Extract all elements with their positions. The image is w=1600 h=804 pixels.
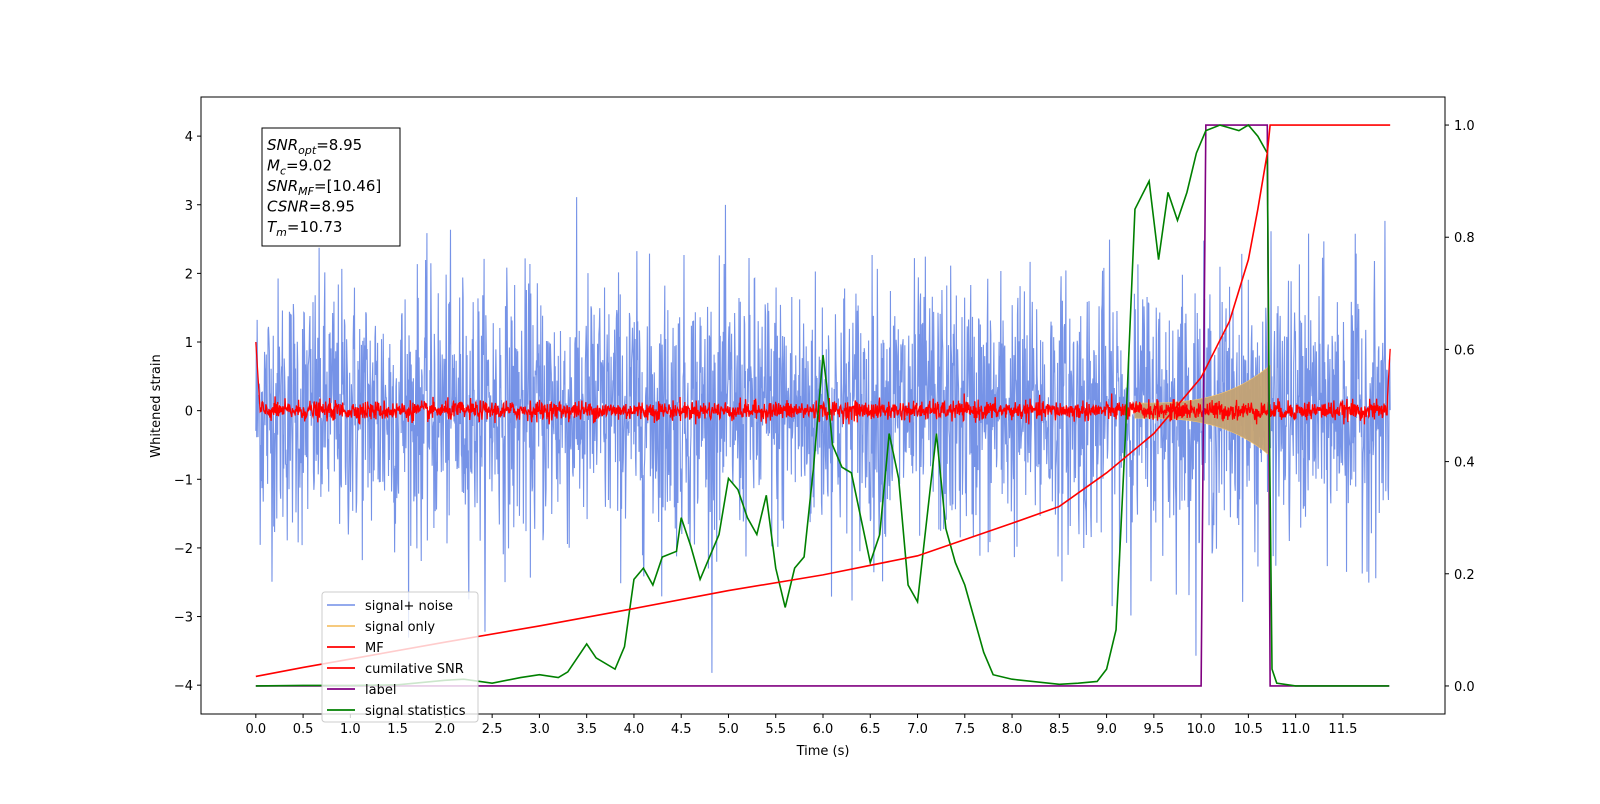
x-tick-label: 8.5 bbox=[1049, 722, 1070, 737]
x-tick-label: 9.0 bbox=[1096, 722, 1117, 737]
y-axis-left: −4 −3 −2 −1 0 1 2 3 4 bbox=[174, 130, 201, 694]
x-tick-label: 3.5 bbox=[576, 722, 597, 737]
y-tick-label: −3 bbox=[174, 611, 193, 626]
legend-entry: MF bbox=[365, 641, 384, 656]
legend-entry: signal+ noise bbox=[365, 599, 453, 614]
y2-tick-label: 0.4 bbox=[1454, 456, 1475, 471]
legend: signal+ noise signal only MF cumilative SNR… bbox=[321, 591, 479, 723]
x-tick-label: 1.0 bbox=[340, 722, 361, 737]
y-tick-label: 0 bbox=[185, 405, 193, 420]
x-tick-label: 7.0 bbox=[907, 722, 928, 737]
y2-tick-label: 0.0 bbox=[1454, 680, 1475, 695]
x-tick-label: 4.0 bbox=[624, 722, 645, 737]
x-tick-label: 6.5 bbox=[860, 722, 881, 737]
y2-tick-label: 1.0 bbox=[1454, 119, 1475, 134]
y-tick-label: −2 bbox=[174, 542, 193, 557]
x-tick-label: 9.5 bbox=[1144, 722, 1165, 737]
x-tick-label: 2.0 bbox=[435, 722, 456, 737]
y2-tick-label: 0.2 bbox=[1454, 568, 1475, 583]
info-box: SNRopt=8.95Mc=9.02SNRMF=[10.46]CSNR=8.95… bbox=[261, 127, 401, 247]
x-axis: 0.0 0.5 1.0 1.5 2.0 2.5 3.0 3.5 4.0 4.5 5.0 5.5 6.0 6… bbox=[245, 714, 1357, 737]
x-tick-label: 0.5 bbox=[293, 722, 314, 737]
x-tick-label: 2.5 bbox=[482, 722, 503, 737]
x-tick-label: 8.0 bbox=[1002, 722, 1023, 737]
y-tick-label: 1 bbox=[185, 336, 193, 351]
x-tick-label: 6.0 bbox=[813, 722, 834, 737]
x-tick-label: 0.0 bbox=[245, 722, 266, 737]
info-line: SNRMF=[10.46] bbox=[267, 177, 381, 198]
y-tick-label: 4 bbox=[185, 130, 193, 145]
y-tick-label: −4 bbox=[174, 679, 193, 694]
legend-entry: label bbox=[365, 683, 396, 698]
mf-line bbox=[255, 341, 1391, 425]
y-axis-label: Whitened strain bbox=[149, 354, 164, 457]
x-axis-label: Time (s) bbox=[796, 744, 850, 759]
legend-entry: signal only bbox=[365, 620, 435, 635]
x-tick-label: 7.5 bbox=[954, 722, 975, 737]
y2-tick-label: 0.8 bbox=[1454, 231, 1475, 246]
x-tick-label: 10.5 bbox=[1234, 722, 1263, 737]
signal-statistics-line bbox=[255, 124, 1390, 687]
y-tick-label: −1 bbox=[174, 473, 193, 488]
x-tick-label: 5.0 bbox=[718, 722, 739, 737]
legend-frame bbox=[321, 591, 479, 723]
info-box-frame bbox=[261, 127, 401, 247]
info-line: CSNR=8.95 bbox=[267, 198, 355, 216]
legend-entry: cumilative SNR bbox=[365, 662, 464, 677]
x-tick-label: 10.0 bbox=[1187, 722, 1216, 737]
info-line: Mc=9.02 bbox=[267, 157, 332, 178]
signal-noise-line bbox=[255, 197, 1391, 673]
x-tick-label: 1.5 bbox=[387, 722, 408, 737]
x-tick-label: 5.5 bbox=[765, 722, 786, 737]
x-tick-label: 4.5 bbox=[671, 722, 692, 737]
y-tick-label: 2 bbox=[185, 267, 193, 282]
legend-entry: signal statistics bbox=[365, 704, 466, 719]
x-tick-label: 11.0 bbox=[1281, 722, 1310, 737]
plot-area bbox=[255, 124, 1391, 687]
label-line bbox=[255, 124, 1390, 687]
x-tick-label: 11.5 bbox=[1328, 722, 1357, 737]
y-axis-right: 0.0 0.2 0.4 0.6 0.8 1.0 bbox=[1445, 119, 1475, 695]
info-line: SNRopt=8.95 bbox=[267, 136, 362, 157]
x-tick-label: 3.0 bbox=[529, 722, 550, 737]
info-line: Tm=10.73 bbox=[267, 218, 342, 239]
y2-tick-label: 0.6 bbox=[1454, 343, 1475, 358]
y-tick-label: 3 bbox=[185, 199, 193, 214]
